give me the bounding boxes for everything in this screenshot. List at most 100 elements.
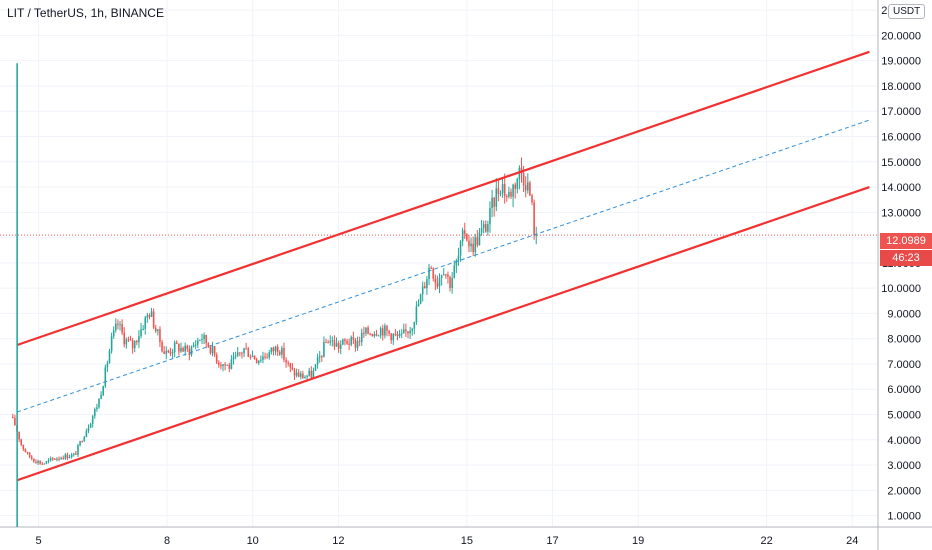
candle-body [424,286,426,289]
drawing-tools[interactable] [0,50,878,527]
candle-body [26,452,29,454]
candle-body [184,345,186,352]
candle-body [392,334,395,341]
candle-body [440,275,443,279]
candle-body [438,278,441,287]
candle-body [12,417,14,419]
candle-body [472,243,474,253]
candle-body [70,454,73,458]
candle-body [64,454,67,459]
candle-body [192,345,195,348]
candle-body [201,339,203,341]
candle-body [516,178,519,189]
price-tick-label: 17.0000 [881,106,921,118]
candle-body [129,339,132,341]
candle-body [434,278,437,283]
candle-body [142,329,144,331]
time-tick-label: 12 [332,535,344,547]
candle-body [35,461,37,463]
candle-body [276,346,279,352]
candle-body [394,334,397,336]
candle-body [331,340,334,342]
candle-body [33,458,35,462]
candle-body [384,325,386,336]
candle-body [154,327,157,332]
candle-body [207,343,210,347]
candle-body [234,355,237,357]
candle-body [321,356,323,358]
candle-body [209,346,212,354]
price-tick-label: 16.0000 [881,131,921,143]
candle-body [146,315,149,318]
candle-body [407,331,409,334]
candle-body [415,306,418,323]
candle-body [459,241,462,256]
candle-body [453,265,456,279]
candle-body [365,327,367,334]
candle-body [283,348,285,360]
candle-body [493,197,495,207]
candle-body [138,336,140,343]
candle-body [373,334,376,337]
candle-body [451,278,453,289]
candle-body [28,452,31,457]
candle-body [436,282,439,287]
candle-body [180,347,182,352]
candle-body [529,182,531,196]
price-tick-label: 19.0000 [881,56,921,68]
channel-midline [16,119,870,413]
candle-body [136,340,138,343]
candle-body [348,343,350,345]
candle-body [503,184,506,197]
candle-body [228,364,231,369]
candle-body [514,184,517,189]
candle-body [508,191,510,197]
candle-body [428,267,430,280]
candle-body [388,330,390,334]
candle-body [218,362,220,365]
candle-body [295,372,298,376]
candle-body [409,330,411,334]
candle-body [43,463,46,465]
candle-body [468,240,470,247]
candle-body [369,333,371,335]
candle-body [188,349,191,356]
candle-body [243,348,245,354]
candle-body [119,324,121,326]
currency-badge[interactable]: USDT [888,4,926,19]
candle-body [169,351,172,354]
candle-body [432,268,435,279]
candle-body [274,346,277,352]
candle-body [211,346,214,354]
candle-body [213,346,216,355]
candle-body [371,334,374,337]
candle-body [417,303,420,307]
candle-body [121,324,123,333]
candle-body [175,342,178,344]
candle-body [377,335,380,337]
price-tick-label: 7.0000 [887,359,921,371]
candle-body [268,352,271,358]
time-tick-label: 10 [247,535,259,547]
candle-body [489,207,491,225]
price-tick-label: 14.0000 [881,182,921,194]
candle-body [291,367,294,370]
candle-body [93,409,96,417]
candle-body [497,188,500,194]
candle-body [106,363,109,368]
price-tick-label: 4.0000 [887,435,921,447]
candle-body [123,332,126,345]
candle-body [363,332,365,334]
candle-body [316,357,319,365]
last-price-tag: 12.0989 [880,233,932,249]
candle-body [91,416,94,424]
candle-body [222,364,224,367]
candle-body [165,350,168,354]
candle-body [524,185,527,191]
symbol-title[interactable]: LIT / TetherUS, 1h, BINANCE [7,6,164,20]
candle-body [260,359,262,361]
candle-body [85,431,88,437]
candle-body [117,323,119,325]
